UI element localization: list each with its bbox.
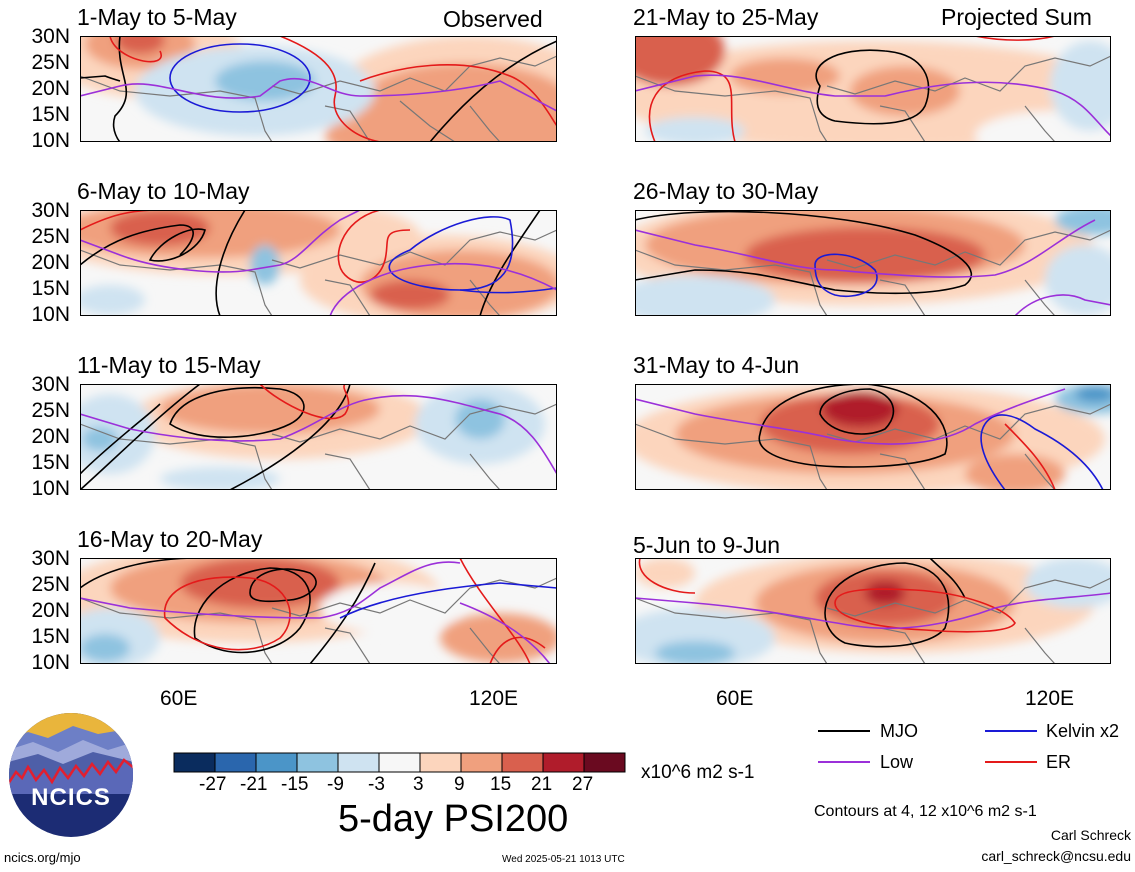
y-tick: 15N: [31, 103, 70, 126]
colorbar: [173, 752, 626, 773]
map-panel: [80, 558, 557, 664]
colorbar-cell: [255, 752, 298, 773]
y-tick: 30N: [31, 373, 70, 396]
y-tick: 30N: [31, 547, 70, 570]
legend-low-label: Low: [880, 752, 914, 772]
y-tick: 30N: [31, 25, 70, 48]
colorbar-cell: [378, 752, 421, 773]
y-tick: 25N: [31, 51, 70, 74]
colorbar-cell: [173, 752, 216, 773]
colorbar-label: -3: [368, 774, 385, 795]
colorbar-cell: [460, 752, 503, 773]
y-tick: 25N: [31, 225, 70, 248]
panel-tag-projected: Projected Sum: [941, 4, 1092, 30]
figure-title: 5-day PSI200: [338, 798, 569, 840]
colorbar-cell: [296, 752, 339, 773]
map-panel: [635, 36, 1111, 142]
y-tick: 10N: [31, 303, 70, 326]
y-tick: 15N: [31, 625, 70, 648]
colorbar-cell: [501, 752, 544, 773]
y-tick: 15N: [31, 277, 70, 300]
colorbar-cell: [583, 752, 626, 773]
panel-tag-observed: Observed: [443, 6, 543, 32]
panel-title-1: 1-May to 5-May: [77, 4, 237, 30]
panel-title-3: 6-May to 10-May: [77, 178, 250, 204]
y-tick: 10N: [31, 129, 70, 152]
panel-title-8: 5-Jun to 9-Jun: [633, 532, 781, 558]
colorbar-label: 15: [490, 774, 512, 795]
legend-kelvin-label: Kelvin x2: [1046, 721, 1120, 741]
colorbar-units: x10^6 m2 s-1: [641, 762, 755, 783]
panel-title-4: 26-May to 30-May: [633, 178, 819, 204]
map-panel: [635, 558, 1111, 664]
map-panel: [635, 384, 1111, 490]
map-panel: [80, 36, 557, 142]
y-tick: 20N: [31, 425, 70, 448]
site-link[interactable]: ncics.org/mjo: [4, 850, 81, 865]
colorbar-label: 21: [531, 774, 553, 795]
panel-title-2: 21-May to 25-May: [633, 4, 819, 30]
x-tick-right-60e: 60E: [716, 687, 754, 710]
y-tick: 10N: [31, 651, 70, 674]
y-tick: 30N: [31, 199, 70, 222]
colorbar-label: 27: [572, 774, 594, 795]
map-panel: [635, 210, 1111, 316]
colorbar-label: -21: [240, 774, 268, 795]
map-panel: [80, 210, 557, 316]
panel-title-5: 11-May to 15-May: [77, 352, 261, 378]
colorbar-label: -9: [327, 774, 344, 795]
colorbar-cell: [337, 752, 380, 773]
colorbar-cell: [542, 752, 585, 773]
colorbar-label: -27: [199, 774, 227, 795]
contours-note: Contours at 4, 12 x10^6 m2 s-1: [814, 803, 1037, 820]
ncics-logo: [9, 713, 133, 837]
y-tick: 25N: [31, 399, 70, 422]
author-name: Carl Schreck: [1050, 827, 1131, 843]
x-tick-left-120e: 120E: [469, 687, 519, 710]
timestamp: Wed 2025-05-21 1013 UTC: [502, 854, 625, 865]
map-panel: [80, 384, 557, 490]
y-tick: 20N: [31, 251, 70, 274]
colorbar-label: 9: [454, 774, 465, 795]
x-tick-right-120e: 120E: [1025, 687, 1075, 710]
legend-mjo-label: MJO: [880, 721, 918, 741]
y-tick: 10N: [31, 477, 70, 500]
legend-er-label: ER: [1046, 752, 1072, 772]
legend-lines: [818, 730, 1037, 763]
author-email[interactable]: carl_schreck@ncsu.edu: [981, 848, 1131, 864]
ncics-logo-text: NCICS: [31, 784, 111, 811]
y-tick: 15N: [31, 451, 70, 474]
colorbar-cell: [214, 752, 257, 773]
y-tick: 25N: [31, 573, 70, 596]
colorbar-label: 3: [413, 774, 424, 795]
colorbar-label: -15: [281, 774, 309, 795]
x-tick-left-60e: 60E: [160, 687, 198, 710]
y-tick: 20N: [31, 599, 70, 622]
colorbar-cell: [419, 752, 462, 773]
y-tick: 20N: [31, 77, 70, 100]
panel-title-6: 31-May to 4-Jun: [633, 352, 800, 378]
panel-title-7: 16-May to 20-May: [77, 526, 263, 552]
